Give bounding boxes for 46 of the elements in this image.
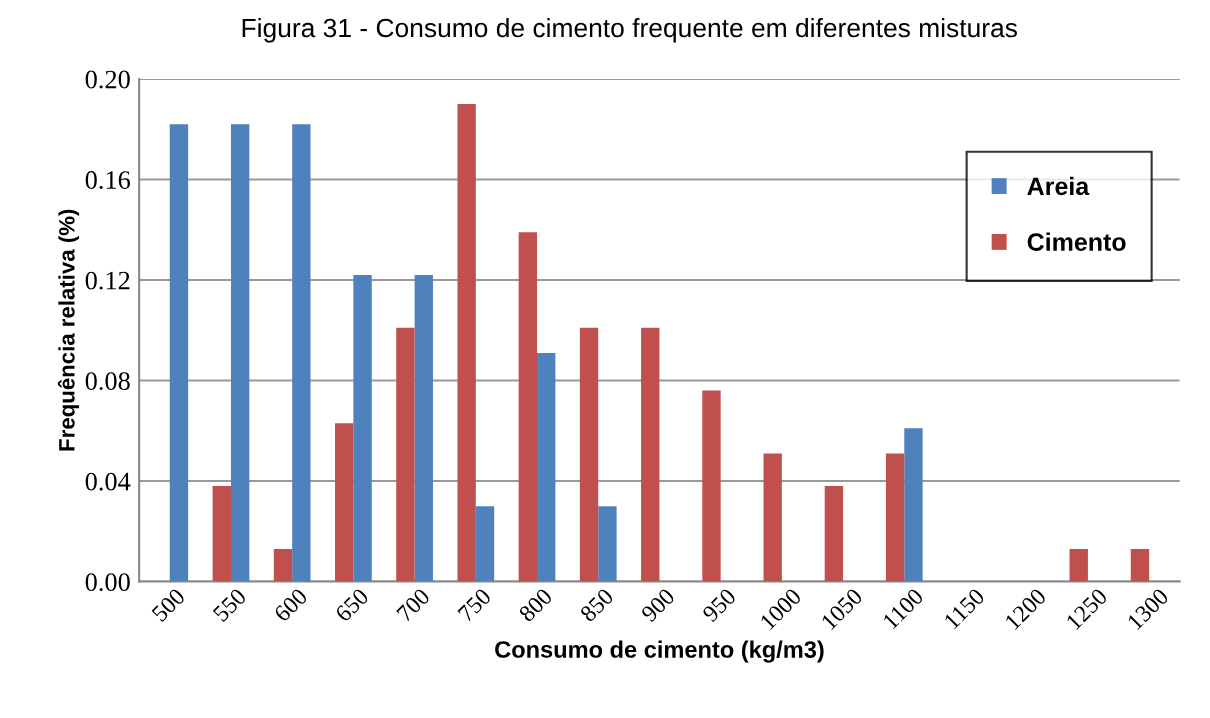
bar bbox=[414, 274, 433, 582]
bar bbox=[641, 327, 660, 582]
y-axis-title: Frequência relativa (%) bbox=[57, 209, 80, 451]
bar bbox=[885, 453, 905, 582]
bar bbox=[763, 453, 782, 582]
bar bbox=[457, 104, 476, 582]
x-tick-label: 650 bbox=[334, 587, 370, 623]
bar bbox=[518, 232, 538, 582]
y-tick-label: 0.08 bbox=[85, 372, 130, 391]
x-tick-label: 900 bbox=[640, 587, 676, 623]
bar bbox=[273, 548, 293, 582]
x-tick-label: 1150 bbox=[943, 587, 986, 630]
bar bbox=[904, 428, 923, 582]
chart-title: Figura 31 - Consumo de cimento frequente em diferentes misturas bbox=[242, 17, 1017, 43]
y-tick-label: 0.00 bbox=[85, 573, 130, 592]
y-tick-label: 0.12 bbox=[85, 271, 130, 290]
bar bbox=[1069, 548, 1088, 582]
y-tick-label: 0.16 bbox=[85, 171, 131, 190]
legend-label: Areia bbox=[1027, 176, 1090, 196]
x-tick-label: 800 bbox=[518, 587, 554, 623]
x-tick-label: 500 bbox=[151, 587, 186, 623]
legend-label: Cimento bbox=[1027, 232, 1126, 251]
bar bbox=[537, 352, 556, 582]
bar bbox=[475, 506, 495, 582]
bar bbox=[579, 327, 599, 582]
x-tick-label: 600 bbox=[273, 587, 309, 623]
bar bbox=[598, 506, 617, 582]
x-tick-label: 750 bbox=[457, 587, 492, 623]
bar bbox=[230, 124, 250, 582]
y-tick-label: 0.20 bbox=[85, 70, 130, 89]
x-tick-label: 950 bbox=[701, 587, 737, 623]
x-tick-label: 1100 bbox=[882, 587, 925, 630]
bar bbox=[335, 423, 354, 582]
bar bbox=[702, 390, 721, 582]
x-axis-title: Consumo de cimento (kg/m3) bbox=[495, 640, 824, 663]
x-tick-label: 550 bbox=[212, 587, 248, 623]
bar bbox=[396, 327, 415, 582]
x-tick-label: 700 bbox=[396, 587, 431, 623]
x-tick-label: 850 bbox=[579, 587, 615, 623]
bar bbox=[292, 124, 311, 582]
bar bbox=[1130, 548, 1150, 582]
bar bbox=[353, 274, 372, 582]
bar bbox=[169, 124, 189, 582]
bar bbox=[824, 486, 844, 582]
bar bbox=[212, 486, 231, 582]
y-tick-label: 0.04 bbox=[85, 472, 131, 491]
